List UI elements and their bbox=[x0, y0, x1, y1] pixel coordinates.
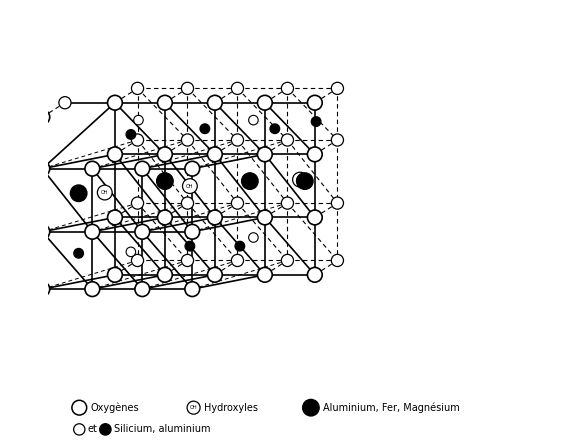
Circle shape bbox=[207, 268, 222, 282]
Circle shape bbox=[308, 95, 322, 110]
Circle shape bbox=[302, 400, 319, 416]
Circle shape bbox=[311, 117, 321, 126]
Circle shape bbox=[281, 134, 293, 146]
Text: et: et bbox=[88, 425, 98, 434]
Circle shape bbox=[135, 161, 150, 176]
Circle shape bbox=[134, 116, 144, 125]
Circle shape bbox=[331, 254, 343, 267]
Circle shape bbox=[131, 83, 144, 95]
Circle shape bbox=[235, 241, 245, 251]
Text: Silicium, aluminium: Silicium, aluminium bbox=[114, 425, 211, 434]
Circle shape bbox=[231, 83, 243, 95]
Text: Hydroxyles: Hydroxyles bbox=[204, 403, 258, 413]
Circle shape bbox=[100, 424, 111, 435]
Circle shape bbox=[59, 97, 71, 109]
Circle shape bbox=[281, 83, 293, 95]
Text: Oxygènes: Oxygènes bbox=[91, 402, 139, 413]
Circle shape bbox=[107, 268, 122, 282]
Circle shape bbox=[73, 424, 85, 435]
Circle shape bbox=[249, 233, 258, 242]
Circle shape bbox=[35, 110, 50, 124]
Circle shape bbox=[35, 224, 50, 239]
Circle shape bbox=[249, 116, 258, 125]
Text: OH: OH bbox=[190, 405, 197, 410]
Circle shape bbox=[107, 210, 122, 225]
Circle shape bbox=[135, 224, 150, 239]
Circle shape bbox=[131, 254, 144, 267]
Circle shape bbox=[258, 147, 272, 162]
Circle shape bbox=[185, 241, 195, 251]
Circle shape bbox=[270, 124, 280, 133]
Circle shape bbox=[126, 130, 135, 139]
Circle shape bbox=[35, 282, 50, 297]
Circle shape bbox=[331, 197, 343, 209]
Circle shape bbox=[72, 401, 87, 415]
Circle shape bbox=[207, 95, 222, 110]
Circle shape bbox=[35, 161, 50, 176]
Text: OH: OH bbox=[101, 190, 108, 195]
Circle shape bbox=[181, 254, 193, 267]
Circle shape bbox=[185, 282, 200, 297]
Circle shape bbox=[308, 268, 322, 282]
Circle shape bbox=[157, 210, 172, 225]
Circle shape bbox=[107, 95, 122, 110]
Circle shape bbox=[231, 134, 243, 146]
Circle shape bbox=[281, 197, 293, 209]
Circle shape bbox=[231, 197, 243, 209]
Circle shape bbox=[181, 83, 193, 95]
Circle shape bbox=[281, 254, 293, 267]
Circle shape bbox=[207, 210, 222, 225]
Circle shape bbox=[157, 95, 172, 110]
Circle shape bbox=[183, 179, 197, 194]
Circle shape bbox=[185, 224, 200, 239]
Text: OH: OH bbox=[186, 184, 193, 189]
Circle shape bbox=[207, 147, 222, 162]
Circle shape bbox=[297, 173, 313, 190]
Circle shape bbox=[308, 210, 322, 225]
Circle shape bbox=[85, 224, 100, 239]
Circle shape bbox=[258, 210, 272, 225]
Circle shape bbox=[331, 134, 343, 146]
Circle shape bbox=[331, 83, 343, 95]
Circle shape bbox=[107, 147, 122, 162]
Text: Aluminium, Fer, Magnésium: Aluminium, Fer, Magnésium bbox=[323, 402, 459, 413]
Circle shape bbox=[71, 185, 87, 202]
Circle shape bbox=[185, 161, 200, 176]
Circle shape bbox=[242, 173, 258, 190]
Circle shape bbox=[85, 282, 100, 297]
Circle shape bbox=[181, 197, 193, 209]
Circle shape bbox=[157, 268, 172, 282]
Circle shape bbox=[135, 282, 150, 297]
Circle shape bbox=[258, 95, 272, 110]
Circle shape bbox=[98, 185, 112, 200]
Circle shape bbox=[131, 197, 144, 209]
Circle shape bbox=[293, 172, 308, 187]
Circle shape bbox=[258, 268, 272, 282]
Circle shape bbox=[157, 173, 173, 190]
Circle shape bbox=[308, 147, 322, 162]
Circle shape bbox=[181, 134, 193, 146]
Circle shape bbox=[74, 248, 83, 258]
Circle shape bbox=[126, 247, 135, 256]
Circle shape bbox=[131, 134, 144, 146]
Circle shape bbox=[157, 147, 172, 162]
Circle shape bbox=[85, 161, 100, 176]
Circle shape bbox=[200, 124, 210, 133]
Circle shape bbox=[187, 401, 200, 414]
Circle shape bbox=[231, 254, 243, 267]
Text: OH: OH bbox=[296, 177, 304, 182]
